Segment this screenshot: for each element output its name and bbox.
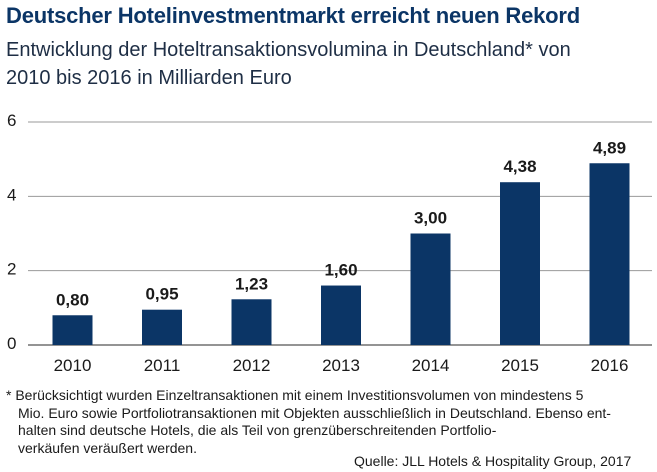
- chart-subtitle: Entwicklung der Hoteltransaktionsvolumin…: [6, 36, 606, 92]
- x-tick-label: 2016: [591, 356, 629, 375]
- y-tick-label: 4: [7, 185, 16, 204]
- footnote-line-1: * Berücksichtigt wurden Einzeltransaktio…: [6, 387, 584, 403]
- data-label: 4,89: [593, 138, 626, 157]
- x-tick-label: 2015: [501, 356, 539, 375]
- x-tick-label: 2013: [322, 356, 360, 375]
- subtitle-line-1: Entwicklung der Hoteltransaktionsvolumin…: [6, 39, 571, 61]
- x-tick-label: 2014: [412, 356, 450, 375]
- data-label: 0,80: [56, 290, 89, 309]
- source-note: Quelle: JLL Hotels & Hospitality Group, …: [354, 453, 632, 469]
- y-tick-label: 0: [7, 334, 16, 353]
- bar: [52, 315, 93, 345]
- subtitle-line-2: 2010 bis 2016 in Milliarden Euro: [6, 67, 292, 89]
- chart-title: Deutscher Hotelinvestmentmarkt erreicht …: [6, 3, 580, 28]
- footnote-line-4: verkäufen veräußert werden.: [18, 439, 197, 456]
- footnote: * Berücksichtigt wurden Einzeltransaktio…: [6, 387, 646, 457]
- y-tick-label: 6: [7, 111, 16, 130]
- footnote-line-2: Mio. Euro sowie Portfoliotransaktionen m…: [18, 404, 611, 421]
- data-label: 1,23: [235, 274, 268, 293]
- data-label: 4,38: [503, 157, 536, 176]
- data-label: 0,95: [145, 285, 178, 304]
- bar: [410, 233, 451, 345]
- x-tick-label: 2011: [144, 356, 181, 375]
- x-tick-label: 2010: [54, 356, 92, 375]
- bar: [500, 182, 540, 345]
- data-label: 1,60: [324, 261, 357, 280]
- bar: [142, 309, 182, 345]
- footnote-line-3: halten sind deutsche Hotels, die als Tei…: [18, 422, 497, 438]
- data-label: 3,00: [414, 209, 447, 228]
- bar: [321, 285, 361, 345]
- bar: [231, 299, 272, 345]
- y-tick-label: 2: [7, 260, 16, 279]
- bar-chart: 0 2 4 6 0,80 2010 0,95 2011 1,23 2012 1,60 2013 3,00…: [7, 111, 652, 375]
- bar: [589, 163, 630, 345]
- x-tick-label: 2012: [233, 356, 271, 375]
